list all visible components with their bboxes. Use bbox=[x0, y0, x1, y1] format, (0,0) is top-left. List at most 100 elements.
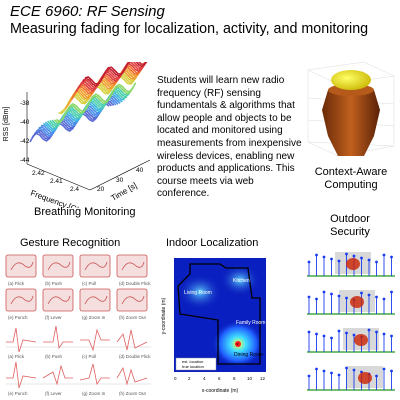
course-title: ECE 6960: RF Sensing bbox=[10, 3, 165, 20]
sensor-node bbox=[360, 256, 363, 260]
sensor-node bbox=[345, 252, 348, 256]
gesture-signal-trace bbox=[80, 328, 110, 352]
sensor-rows bbox=[307, 252, 395, 391]
gesture-label: (c) Pull bbox=[82, 281, 96, 286]
sensor-node bbox=[352, 254, 356, 258]
sensor-node bbox=[322, 334, 326, 338]
outdoor-security-caption: Outdoor Security bbox=[330, 213, 370, 238]
sensor-node bbox=[375, 260, 378, 264]
gesture-hand-icon bbox=[116, 288, 148, 312]
rss-ridge-line bbox=[73, 62, 147, 97]
heatmap-blob bbox=[220, 264, 260, 296]
gesture-label: (b) Push bbox=[45, 281, 63, 286]
rss-ridge-line bbox=[84, 62, 148, 85]
gesture-signal-trace bbox=[79, 363, 110, 386]
heatmap-blob bbox=[178, 274, 222, 310]
sensor-node bbox=[367, 293, 371, 297]
sensor-node bbox=[330, 292, 333, 296]
gesture-hand-icon bbox=[42, 288, 74, 312]
sensor-node bbox=[345, 331, 348, 335]
gesture-label: (h) Zoom Out bbox=[119, 391, 147, 396]
sensor-node bbox=[352, 368, 356, 372]
bronze-body bbox=[322, 90, 380, 156]
rss-ridge-line bbox=[66, 62, 147, 107]
sensor-node bbox=[337, 329, 341, 333]
rss-axis-label: RSS [dBm] bbox=[3, 107, 10, 142]
course-description: Students will learn new radio frequency … bbox=[157, 75, 302, 200]
y-axis-label: y-coordinate (m) bbox=[161, 297, 167, 334]
time-axis-line bbox=[89, 159, 151, 191]
hand-stroke bbox=[10, 261, 34, 271]
gesture-label: (d) Double Flick bbox=[119, 354, 151, 359]
gesture-signal-trace bbox=[6, 327, 37, 353]
gesture-hand-icon bbox=[42, 254, 74, 278]
rss-ridge-line bbox=[79, 62, 147, 89]
person-detection bbox=[346, 258, 360, 270]
sensor-node bbox=[322, 290, 326, 294]
sensor-node bbox=[322, 255, 326, 259]
rss-ridge-line bbox=[56, 82, 137, 123]
gesture-signal-trace bbox=[6, 361, 37, 389]
gesture-label: (d) Double Flick bbox=[119, 281, 151, 286]
rss-tick: -40 bbox=[20, 119, 30, 126]
x-tick: 10 bbox=[247, 376, 253, 381]
sensor-node bbox=[307, 374, 311, 378]
sensor-node bbox=[345, 296, 348, 300]
time-tick: 30 bbox=[116, 177, 124, 184]
sensor-node bbox=[390, 369, 393, 373]
x-tick: 0 bbox=[174, 376, 177, 381]
sensor-node bbox=[337, 373, 341, 377]
sensor-node bbox=[382, 332, 386, 336]
legend-entry: est. location bbox=[182, 359, 203, 364]
hand-stroke bbox=[84, 261, 108, 271]
gesture-hand-icon bbox=[5, 254, 37, 278]
rss-ridge-line bbox=[64, 62, 146, 109]
gesture-panel: (a) Flick (b) Push (c) Pull (d) Double F… bbox=[5, 254, 151, 396]
gesture-label: (f) Lever bbox=[45, 391, 62, 396]
outdoor-security-panels bbox=[307, 252, 395, 391]
gesture-hand-icon bbox=[79, 288, 111, 312]
gesture-signal-trace bbox=[42, 364, 73, 386]
rss-surface-ridges bbox=[29, 62, 148, 143]
rss-ridge-line bbox=[71, 62, 147, 100]
yellow-cap bbox=[331, 70, 371, 90]
time-axis-label: Time [s] bbox=[110, 181, 139, 203]
sensor-node bbox=[330, 371, 333, 375]
context-aware-3d-object bbox=[307, 61, 395, 157]
hand-stroke bbox=[10, 295, 34, 305]
sensor-node bbox=[315, 367, 318, 371]
sensor-node bbox=[375, 330, 378, 334]
breathing-monitoring-caption: Breathing Monitoring bbox=[34, 206, 136, 218]
gesture-label: (f) Lever bbox=[45, 315, 62, 320]
gesture-label: (b) Push bbox=[45, 354, 63, 359]
gesture-label: (c) Pull bbox=[82, 354, 96, 359]
hand-stroke bbox=[121, 261, 145, 271]
sensor-node bbox=[315, 332, 318, 336]
gesture-label: (a) Flick bbox=[8, 354, 25, 359]
sensor-node bbox=[345, 366, 348, 370]
sensor-node bbox=[360, 291, 363, 295]
gesture-label: (g) Zoom In bbox=[82, 315, 106, 320]
sensor-node bbox=[330, 257, 333, 261]
sensor-node bbox=[337, 259, 341, 263]
room-label: Family Room bbox=[236, 320, 265, 326]
sensor-node bbox=[382, 367, 386, 371]
gesture-hand-icon bbox=[79, 254, 111, 278]
rss-tick: -44 bbox=[20, 157, 30, 164]
gesture-label: (a) Flick bbox=[8, 281, 25, 286]
sensor-node bbox=[352, 333, 356, 337]
sensor-node bbox=[390, 255, 393, 259]
breathing-surface-plot: RSS [dBm] -38 -40 -42 -44 2.42 2.41 2.4 … bbox=[3, 62, 151, 208]
sensor-node bbox=[382, 297, 386, 301]
gesture-signal-trace bbox=[116, 329, 148, 351]
sensor-node bbox=[375, 295, 378, 299]
room-label: Living Room bbox=[184, 290, 212, 296]
sensor-node bbox=[390, 290, 393, 294]
gesture-label: (e) Punch bbox=[8, 391, 28, 396]
sensor-node bbox=[375, 374, 378, 378]
true-location-marker bbox=[235, 341, 241, 347]
est-location-marker: × bbox=[236, 342, 239, 348]
sensor-node bbox=[390, 334, 393, 338]
sensor-node bbox=[382, 253, 386, 257]
indoor-localization-caption: Indoor Localization bbox=[166, 237, 259, 249]
